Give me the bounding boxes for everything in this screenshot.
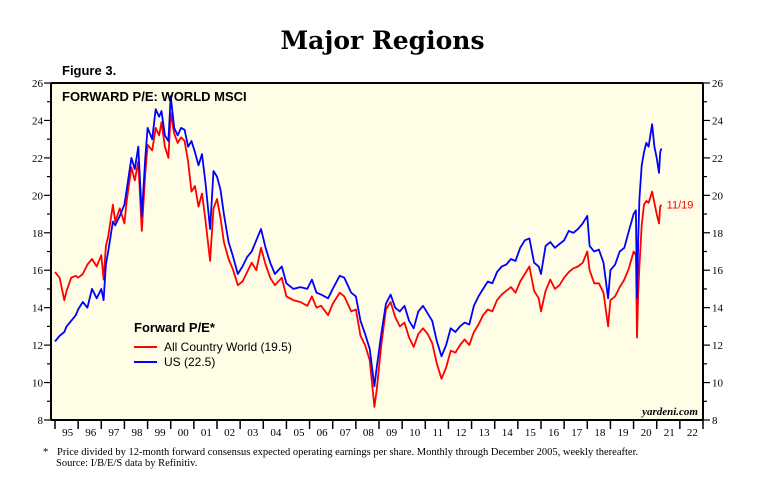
latest-date-annotation: 11/19 [667,200,694,212]
left-tick-label: 12 [32,340,43,352]
footnote-text: Price divided by 12-month forward consen… [57,447,639,458]
x-tick-label: 20 [641,427,653,439]
x-tick-label: 99 [155,427,167,439]
right-tick-label: 12 [712,340,723,352]
x-tick-label: 03 [247,427,259,439]
x-tick-label: 01 [201,427,212,439]
left-tick-label: 16 [32,265,44,277]
legend-label-us: US (22.5) [164,355,215,369]
legend: Forward P/E* All Country World (19.5) US… [134,320,292,369]
x-tick-label: 16 [548,427,560,439]
x-tick-label: 00 [178,427,190,439]
x-tick-label: 04 [270,427,282,439]
page-title: Major Regions [280,26,485,55]
left-y-axis: 8 10 12 14 16 18 20 22 24 26 [32,78,51,427]
right-tick-label: 22 [712,153,723,165]
right-tick-label: 16 [712,265,724,277]
watermark: yardeni.com [640,406,698,418]
x-tick-label: 17 [571,427,583,439]
right-tick-label: 8 [712,415,718,427]
legend-title: Forward P/E* [134,320,216,335]
series-layer [54,95,663,408]
x-tick-label: 18 [594,427,606,439]
x-tick-label: 10 [409,427,421,439]
right-tick-label: 18 [712,228,724,240]
left-tick-label: 18 [32,228,44,240]
x-tick-label: 96 [85,427,97,439]
x-tick-label: 95 [62,427,74,439]
x-tick-label: 97 [108,427,120,439]
x-tick-label: 09 [386,427,398,439]
chart-title: FORWARD P/E: WORLD MSCI [62,89,247,104]
left-tick-label: 26 [32,78,44,90]
x-tick-label: 13 [479,427,491,439]
legend-label-all-country-world: All Country World (19.5) [164,340,292,354]
footnote-marker: * [43,447,49,458]
left-tick-label: 14 [32,303,44,315]
source-text: Source: I/B/E/S data by Refinitiv. [56,458,198,469]
x-tick-label: 07 [340,427,352,439]
left-tick-label: 8 [38,415,44,427]
figure-label: Figure 3. [62,63,117,78]
x-tick-label: 11 [433,427,444,439]
right-tick-label: 10 [712,378,724,390]
series-line-all-country-world [54,112,663,408]
x-tick-label: 12 [456,427,467,439]
x-tick-label: 08 [363,427,375,439]
x-tick-label: 21 [664,427,675,439]
left-tick-label: 22 [32,153,43,165]
x-tick-label: 15 [525,427,537,439]
left-tick-label: 20 [32,190,44,202]
x-tick-label: 06 [317,427,329,439]
series-line-us [54,95,663,388]
x-tick-label: 02 [224,427,235,439]
x-tick-label: 05 [294,427,306,439]
x-axis: 95 96 97 98 99 00 01 02 03 04 05 06 07 08 09 10 11 12 13 14… [54,420,704,439]
right-tick-label: 14 [712,303,724,315]
right-tick-label: 24 [712,115,724,127]
right-tick-label: 20 [712,190,724,202]
right-y-axis: 8 10 12 14 16 18 20 22 24 26 [703,78,724,427]
x-tick-label: 98 [132,427,144,439]
footnote: * Price divided by 12-month forward conse… [43,447,638,469]
x-tick-label: 19 [618,427,630,439]
x-tick-label: 14 [502,427,514,439]
left-tick-label: 24 [32,115,44,127]
x-tick-label: 22 [687,427,698,439]
left-tick-label: 10 [32,378,44,390]
right-tick-label: 26 [712,78,724,90]
